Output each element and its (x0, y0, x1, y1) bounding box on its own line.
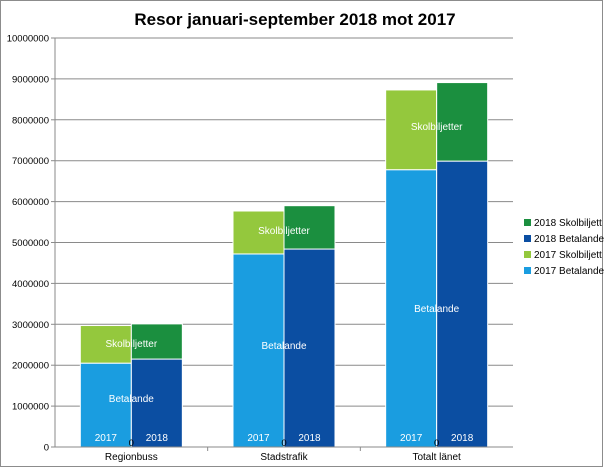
segment-label-skolbiljetter: Skolbiljetter (105, 339, 157, 350)
y-tick-label: 2000000 (12, 361, 49, 372)
year-label-2018: 2018 (298, 433, 321, 444)
legend-entry: 2018 Betalande (534, 234, 605, 245)
bar-2018-skolbiljett (283, 205, 336, 250)
year-zero-label: 0 (281, 438, 286, 449)
legend-layer: 2018 Skolbiljett 2018 Betalande 2017 Skolb… (524, 218, 605, 277)
bar-2018-skolbiljett (436, 82, 489, 162)
year-label-2017: 2017 (400, 433, 423, 444)
y-tick-label: 1000000 (12, 402, 49, 413)
y-tick-label: 7000000 (12, 156, 49, 167)
year-label-2018: 2018 (451, 433, 474, 444)
bar-2017-betalande (385, 169, 438, 448)
axis-layer: 0 1000000 2000000 3000000 4000000 5000000 6000… (7, 34, 513, 463)
bars-layer (79, 82, 489, 448)
legend-swatch (524, 219, 531, 226)
legend-entry: 2018 Skolbiljett (534, 218, 602, 229)
bar-2018-skolbiljett (130, 323, 183, 360)
y-tick-label: 3000000 (12, 320, 49, 331)
segment-label-skolbiljetter: Skolbiljetter (258, 226, 310, 237)
bar-2017-skolbiljett (79, 325, 132, 364)
chart-title: Resor januari-september 2018 mot 2017 (134, 10, 455, 29)
year-zero-label: 0 (129, 438, 134, 449)
bar-2017-skolbiljett (385, 89, 438, 171)
year-label-2018: 2018 (146, 433, 169, 444)
y-tick-label: 0 (44, 443, 49, 454)
segment-label-skolbiljetter: Skolbiljetter (411, 122, 463, 133)
segment-label-betalande: Betalande (109, 394, 154, 405)
bar-2017-betalande (79, 362, 132, 448)
labels-layer: Betalande Skolbiljetter 2017 2018 0 Betalande… (95, 122, 474, 449)
y-tick-label: 6000000 (12, 197, 49, 208)
legend-entry: 2017 Skolbiljett (534, 250, 602, 261)
legend-swatch (524, 267, 531, 274)
bar-2018-betalande (436, 160, 489, 448)
bar-2018-betalande (130, 358, 183, 448)
category-label: Totalt länet (412, 452, 461, 463)
legend-swatch (524, 235, 531, 242)
segment-label-betalande: Betalande (261, 341, 306, 352)
category-label: Regionbuss (105, 452, 158, 463)
bar-2017-betalande (232, 253, 285, 448)
segment-label-betalande: Betalande (414, 304, 459, 315)
y-tick-label: 8000000 (12, 115, 49, 126)
y-tick-label: 5000000 (12, 238, 49, 249)
legend-entry: 2017 Betalande (534, 266, 605, 277)
category-label: Stadstrafik (260, 452, 308, 463)
bar-2017-skolbiljett (232, 210, 285, 255)
y-tick-label: 9000000 (12, 74, 49, 85)
year-label-2017: 2017 (95, 433, 118, 444)
y-tick-label: 4000000 (12, 279, 49, 290)
year-zero-label: 0 (434, 438, 439, 449)
year-label-2017: 2017 (247, 433, 270, 444)
legend-swatch (524, 251, 531, 258)
y-tick-label: 10000000 (7, 34, 49, 45)
